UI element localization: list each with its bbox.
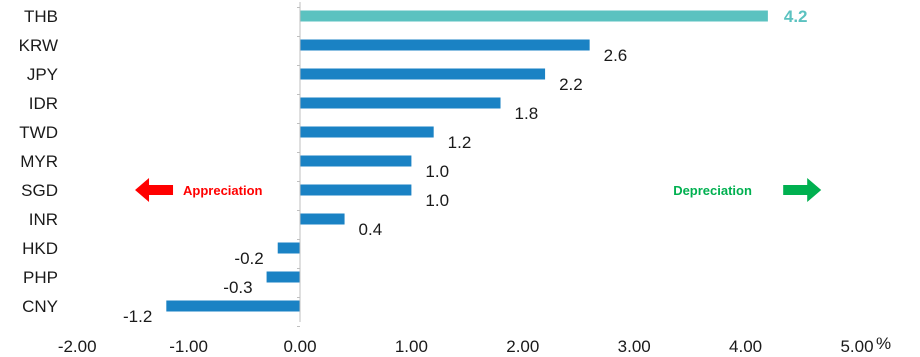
value-label: -0.2: [234, 249, 263, 268]
category-label: KRW: [19, 36, 58, 55]
bar-inr: [300, 213, 345, 225]
value-label: 0.4: [359, 220, 383, 239]
x-tick-label: 0.00: [283, 337, 316, 356]
category-label: TWD: [19, 123, 58, 142]
x-unit-label: %: [876, 334, 891, 353]
annotations: Appreciation Depreciation: [135, 178, 822, 202]
category-label: PHP: [23, 268, 58, 287]
bar-sgd: [300, 184, 412, 196]
value-label: 1.2: [448, 133, 472, 152]
appreciation-annotation: Appreciation: [135, 178, 263, 202]
value-label: -1.2: [123, 307, 152, 326]
category-label: INR: [29, 210, 58, 229]
x-tick-label: -2.00: [58, 337, 97, 356]
depreciation-annotation: Depreciation: [673, 178, 822, 202]
category-label: MYR: [20, 152, 58, 171]
x-tick-labels: -2.00 -1.00 0.00 1.00 2.00 3.00 4.00 5.00: [58, 337, 874, 356]
value-label: 4.2: [784, 7, 808, 26]
x-tick-label: 5.00: [840, 337, 873, 356]
value-label: 1.0: [425, 191, 449, 210]
value-labels: 4.2 2.6 2.2 1.8 1.2 1.0 1.0 0.4 -0.2 -0.3 -1.2: [123, 7, 807, 326]
bar-php: [266, 271, 300, 283]
bar-myr: [300, 155, 412, 167]
bar-group: [166, 10, 768, 312]
category-label: SGD: [21, 181, 58, 200]
value-label: 1.8: [515, 104, 539, 123]
category-labels: THB KRW JPY IDR TWD MYR SGD INR HKD PHP CNY: [19, 7, 58, 316]
x-tick-label: 2.00: [506, 337, 539, 356]
bar-cny: [166, 300, 300, 312]
bar-twd: [300, 126, 434, 138]
arrow-left-icon: [135, 178, 174, 202]
bar-thb: [300, 10, 768, 22]
bar-idr: [300, 97, 501, 109]
arrow-right-icon: [783, 178, 822, 202]
x-tick-label: 4.00: [729, 337, 762, 356]
annotation-text: Appreciation: [183, 183, 263, 198]
bar-jpy: [300, 68, 546, 80]
x-tick-label: 1.00: [395, 337, 428, 356]
value-label: 2.6: [604, 46, 628, 65]
annotation-text: Depreciation: [673, 183, 752, 198]
category-label: HKD: [22, 239, 58, 258]
value-label: 2.2: [559, 75, 583, 94]
value-label: 1.0: [425, 162, 449, 181]
x-tick-label: -1.00: [169, 337, 208, 356]
x-tick-label: 3.00: [618, 337, 651, 356]
bar-hkd: [277, 242, 300, 254]
category-label: IDR: [29, 94, 58, 113]
value-label: -0.3: [223, 278, 252, 297]
category-label: CNY: [22, 297, 58, 316]
category-label: JPY: [27, 65, 58, 84]
bar-krw: [300, 39, 590, 51]
category-label: THB: [24, 7, 58, 26]
